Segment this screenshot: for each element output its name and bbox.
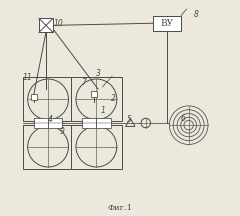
Circle shape [76,126,117,167]
Bar [82,118,96,128]
Bar [71,77,122,121]
Bar [23,77,74,121]
Bar [96,118,111,128]
Bar [23,125,74,169]
Circle shape [28,126,68,167]
Bar [153,16,181,31]
Bar [91,91,97,97]
Bar [48,118,62,128]
Text: 5: 5 [127,115,132,124]
Bar [31,94,37,100]
Text: 6: 6 [181,114,186,123]
Text: ВУ: ВУ [161,19,174,28]
Circle shape [141,118,150,128]
Bar [39,18,53,32]
Circle shape [76,79,117,120]
Text: Фиг.1: Фиг.1 [108,204,132,212]
Text: 9: 9 [60,127,65,136]
Text: 11: 11 [22,73,32,83]
Text: 1: 1 [100,106,105,115]
Bar [71,125,122,169]
Text: 7: 7 [81,78,86,87]
Text: 10: 10 [54,19,64,28]
Text: 4: 4 [48,115,53,124]
Text: 8: 8 [194,10,199,19]
Circle shape [28,79,68,120]
Text: 2: 2 [111,94,116,103]
Bar [34,118,48,128]
Text: 3: 3 [96,69,101,78]
